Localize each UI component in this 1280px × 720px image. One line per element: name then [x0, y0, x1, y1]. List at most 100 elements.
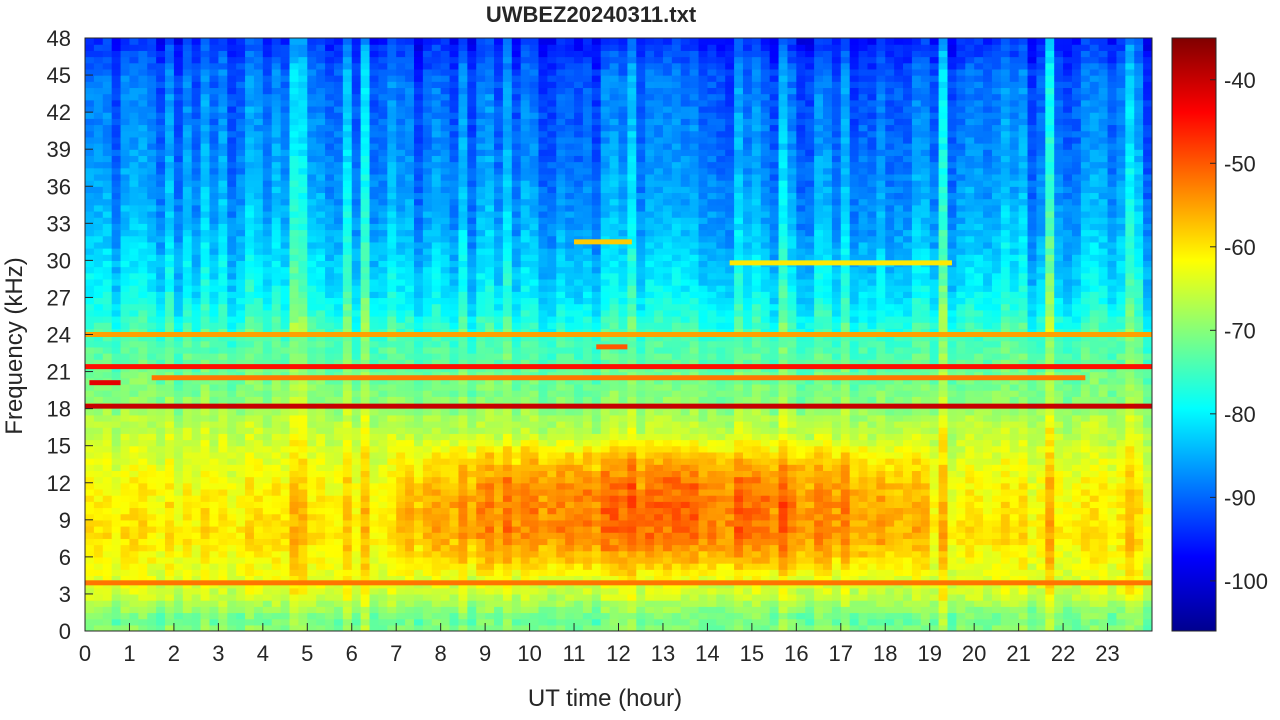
heatmap-cell [227, 556, 237, 564]
heatmap-cell [885, 532, 895, 539]
heatmap-cell [245, 606, 255, 614]
heatmap-cell [645, 451, 655, 459]
heatmap-cell [511, 482, 522, 490]
heatmap-cell [920, 464, 931, 471]
heatmap-cell [440, 488, 451, 496]
heatmap-cell [1080, 482, 1091, 490]
heatmap-cell [974, 482, 984, 490]
heatmap-cell [85, 563, 95, 570]
heatmap-cell [538, 408, 548, 416]
heatmap-cell [823, 593, 833, 601]
heatmap-cell [778, 618, 789, 626]
heatmap-cell [965, 532, 975, 539]
heatmap-cell [1116, 445, 1126, 453]
heatmap-cell [1063, 587, 1073, 595]
heatmap-cell [191, 445, 202, 453]
heatmap-cell [858, 587, 869, 595]
heatmap-cell [333, 396, 344, 404]
heatmap-cell [316, 575, 326, 583]
heatmap-cell [333, 593, 344, 601]
heatmap-cell [1116, 501, 1126, 509]
heatmap-cell [618, 396, 628, 404]
heatmap-cell [1143, 606, 1152, 614]
heatmap-cell [333, 569, 344, 577]
heatmap-cell [476, 488, 486, 496]
heatmap-cell [1098, 464, 1109, 471]
heatmap-cell [689, 439, 700, 447]
heatmap-cell [156, 513, 166, 521]
heatmap-cell [502, 476, 513, 484]
heatmap-cell [698, 575, 709, 583]
heatmap-cell [102, 482, 113, 490]
heatmap-cell [858, 513, 869, 521]
heatmap-cell [298, 476, 308, 484]
heatmap-cell [538, 501, 548, 509]
heatmap-cell [814, 414, 824, 422]
heatmap-cell [111, 544, 122, 552]
heatmap-cell [191, 377, 202, 385]
heatmap-cell [431, 383, 442, 391]
heatmap-cell [227, 519, 237, 527]
heatmap-cell [253, 377, 264, 385]
heatmap-cell [538, 464, 548, 471]
heatmap-cell [307, 495, 317, 502]
heatmap-cell [333, 414, 344, 422]
heatmap-cell [965, 519, 975, 527]
heatmap-cell [511, 519, 522, 527]
heatmap-cell [734, 575, 744, 583]
heatmap-cell [1107, 439, 1118, 447]
heatmap-cell [1054, 464, 1064, 471]
heatmap-cell [671, 451, 682, 459]
heatmap-cell [662, 556, 673, 564]
heatmap-cell [120, 476, 131, 484]
heatmap-cell [476, 408, 486, 416]
heatmap-cell [956, 377, 966, 385]
heatmap-cell [262, 575, 273, 583]
heatmap-cell [1134, 482, 1144, 490]
heatmap-cell [129, 513, 139, 521]
heatmap-cell [983, 618, 993, 626]
heatmap-cell [991, 501, 1002, 509]
heatmap-cell [165, 482, 175, 490]
heatmap-cell [396, 414, 406, 422]
heatmap-cell [494, 433, 504, 441]
heatmap-cell [680, 390, 691, 397]
heatmap-cell [360, 556, 371, 564]
heatmap-cell [138, 587, 148, 595]
heatmap-cell [494, 618, 504, 626]
heatmap-cell [965, 439, 975, 447]
heatmap-cell [1125, 501, 1135, 509]
heatmap-cell [983, 532, 993, 539]
heatmap-cell [494, 519, 504, 527]
heatmap-cell [680, 383, 691, 391]
heatmap-cell [494, 390, 504, 397]
heatmap-cell [262, 377, 273, 385]
heatmap-cell [831, 513, 842, 521]
heatmap-cell [1071, 408, 1082, 416]
heatmap-cell [1009, 606, 1020, 614]
heatmap-cell [876, 427, 886, 434]
heatmap-cell [885, 476, 895, 484]
heatmap-cell [307, 575, 317, 583]
heatmap-cell [956, 476, 966, 484]
heatmap-cell [165, 408, 175, 416]
heatmap-cell [271, 420, 282, 428]
heatmap-cell [947, 495, 957, 502]
heatmap-cell [591, 606, 602, 614]
heatmap-cell [1071, 445, 1082, 453]
heatmap-cell [751, 427, 762, 434]
heatmap-cell [289, 396, 299, 404]
heatmap-cell [351, 624, 362, 631]
heatmap-cell [876, 624, 886, 631]
heatmap-cell [1018, 439, 1029, 447]
heatmap-cell [734, 569, 744, 577]
heatmap-cell [182, 383, 193, 391]
heatmap-cell [156, 501, 166, 509]
heatmap-cell [209, 600, 219, 607]
heatmap-cell [903, 587, 913, 595]
heatmap-cell [956, 507, 966, 515]
heatmap-cell [422, 538, 433, 546]
heatmap-cell [831, 606, 842, 614]
heatmap-cell [342, 519, 353, 527]
heatmap-cell [867, 544, 877, 552]
